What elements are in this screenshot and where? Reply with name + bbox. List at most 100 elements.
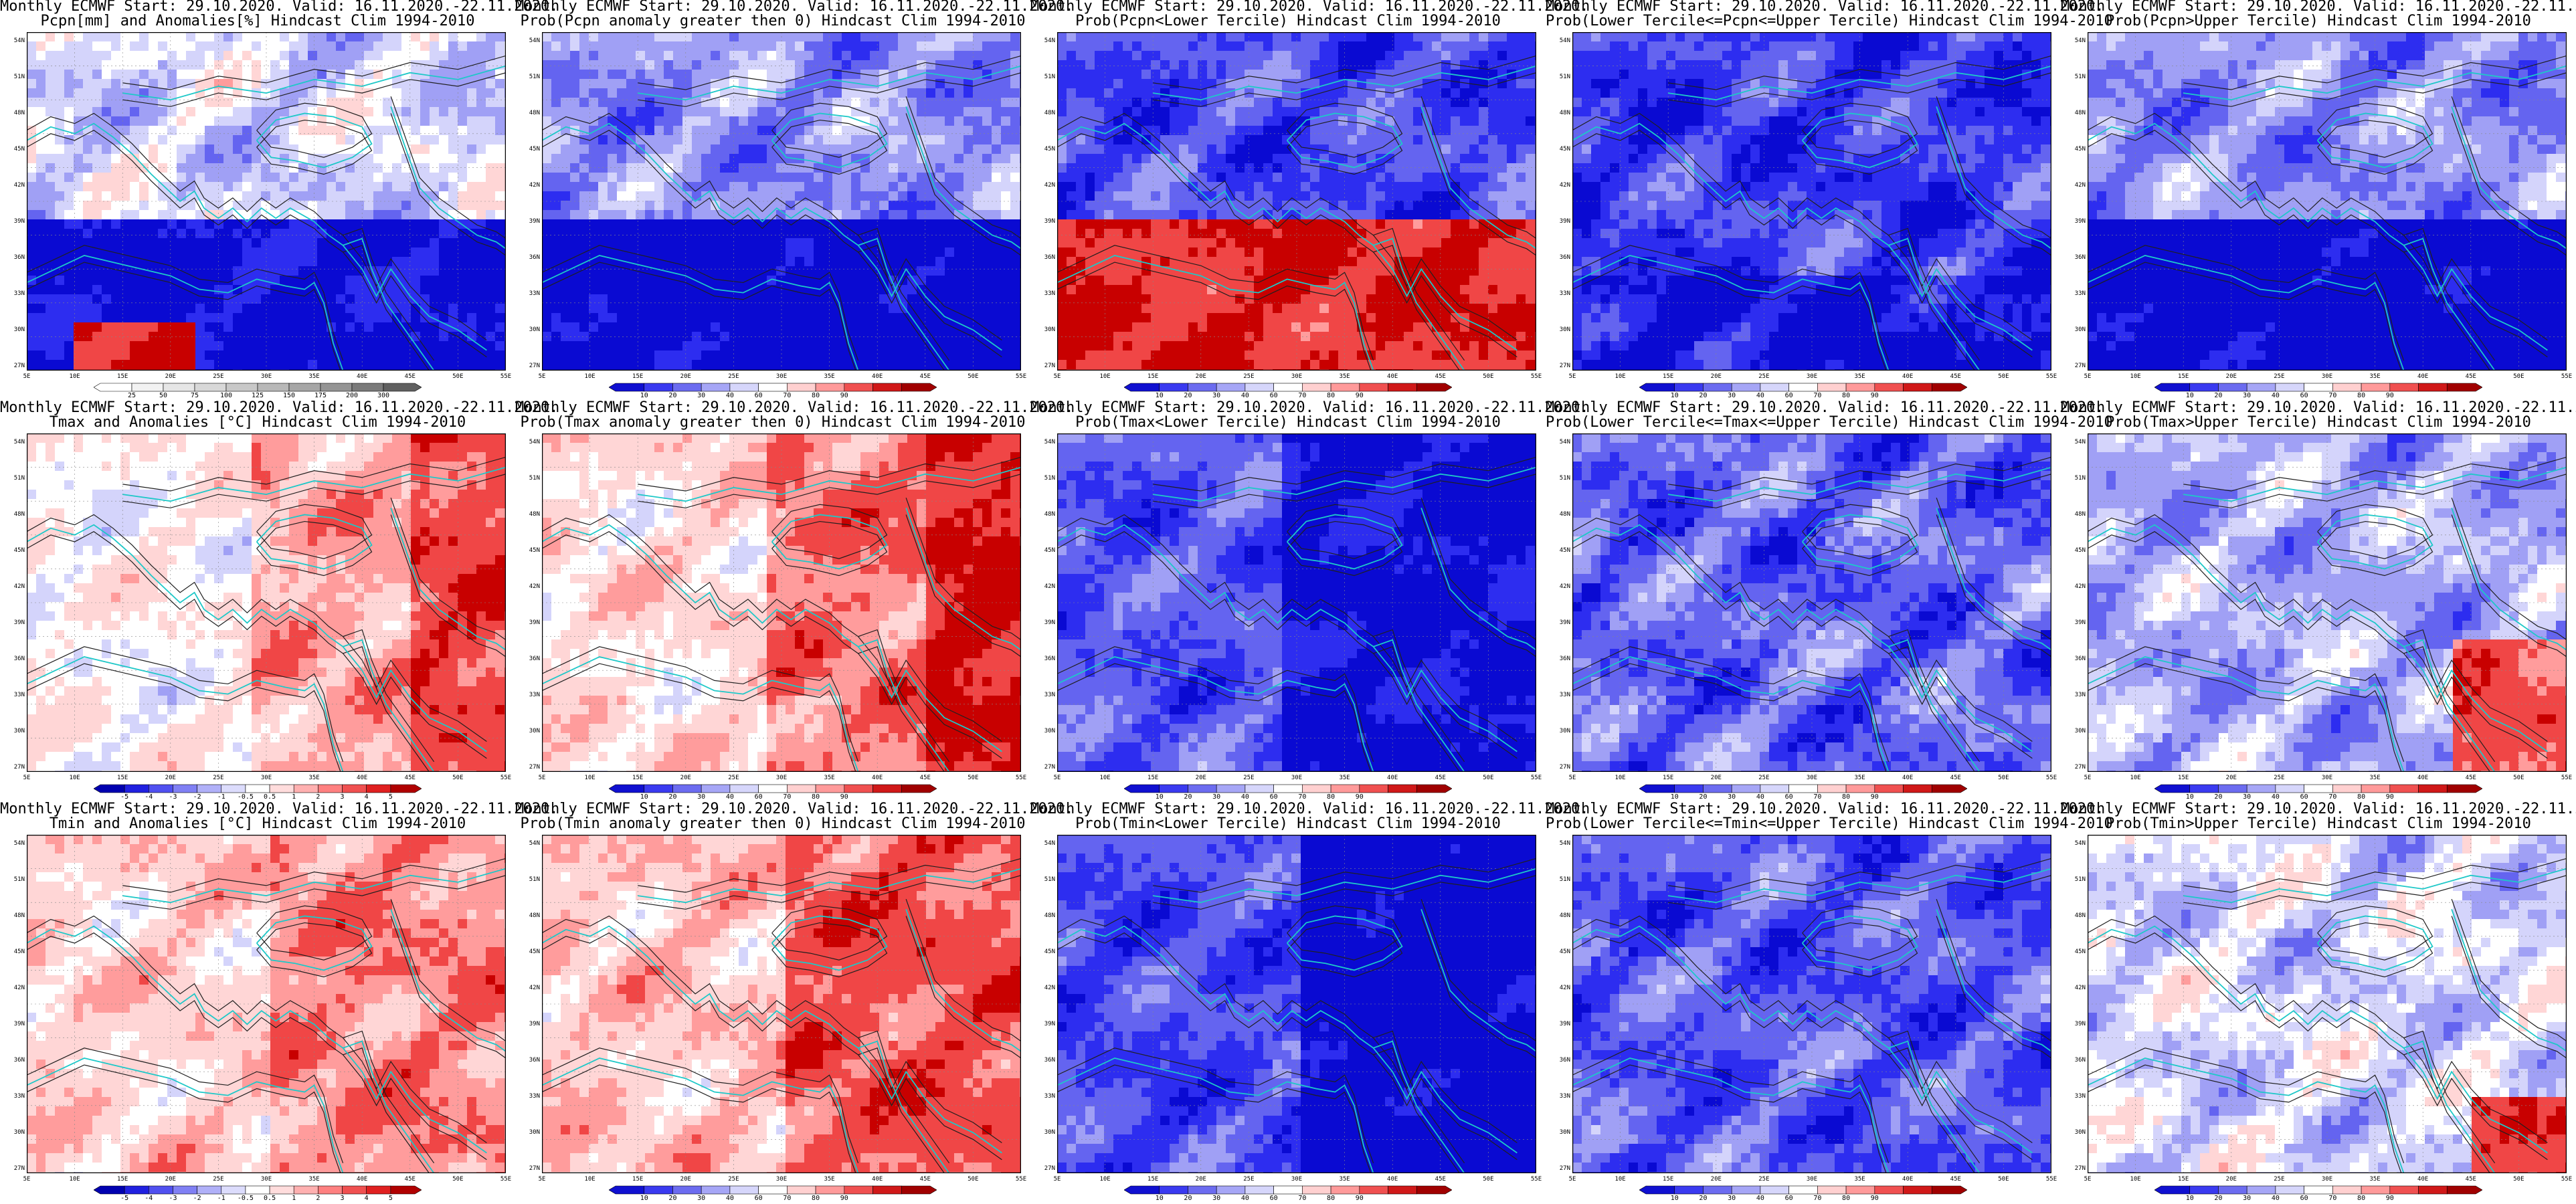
field-cell [83,144,93,155]
field-cell [177,182,187,192]
field-cell [851,154,861,164]
field-cell [317,322,327,332]
field-cell [767,154,777,164]
field-cell [992,144,1002,155]
field-cell [720,294,730,304]
field-cell [729,229,739,239]
field-cell [1067,144,1077,155]
field-cell [336,51,346,61]
field-cell [336,201,346,211]
field-cell [373,247,383,258]
field-cell [83,107,93,117]
field-cell [1348,41,1358,52]
field-cell [889,201,899,211]
field-cell [1385,126,1395,136]
field-cell [804,266,814,276]
field-cell [83,285,93,295]
field-cell [130,154,140,164]
field-cell [982,247,992,258]
field-cell [45,247,56,258]
field-cell [1141,173,1152,183]
field-cell [654,191,664,201]
colorbar-label: 70 [777,392,797,399]
field-cell [1404,182,1414,192]
field-cell [261,116,271,126]
field-cell [45,210,56,220]
field-cell [542,144,552,155]
field-cell [692,182,702,192]
field-cell [1273,116,1283,126]
field-cell [1057,182,1067,192]
field-cell [767,201,777,211]
field-cell [739,107,749,117]
field-cell [1441,88,1451,98]
field-cell [195,107,205,117]
field-cell [645,341,655,351]
panel-title-line2: Prob(Pcpn anomaly greater then 0) Hindca… [515,13,1030,29]
field-cell [608,163,618,173]
field-cell [654,247,664,258]
lat-label: 45N [520,146,540,153]
field-cell [486,135,496,145]
field-cell [579,60,589,70]
field-cell [851,304,861,314]
field-cell [55,60,65,70]
field-cell [579,285,589,295]
field-cell [64,163,74,173]
field-cell [186,60,196,70]
field-cell [711,219,721,229]
contour-line [27,130,430,371]
field-cell [1263,173,1273,183]
field-cell [1441,116,1451,126]
field-cell [1235,201,1245,211]
field-cell [1273,154,1283,164]
field-cell [1366,51,1376,61]
field-cell [879,116,889,126]
field-cell [1254,107,1264,117]
field-cell [289,163,299,173]
field-cell [111,191,121,201]
field-cell [748,210,758,220]
field-cell [1366,126,1376,136]
field-cell [45,332,56,342]
field-cell [804,304,814,314]
field-cell [636,98,646,108]
field-cell [1104,173,1114,183]
field-cell [598,266,608,276]
field-cell [467,144,477,155]
field-cell [786,247,796,258]
field-cell [842,285,852,295]
field-cell [1067,191,1077,201]
field-cell [298,154,308,164]
field-cell [317,163,327,173]
field-cell [720,350,730,361]
field-cell [223,191,234,201]
field-cell [289,182,299,192]
field-cell [476,257,486,267]
field-cell [870,210,880,220]
coastline [638,65,1021,101]
field-cell [242,182,252,192]
field-cell [982,210,992,220]
field-cell [1123,135,1133,145]
field-cell [907,107,917,117]
field-cell [926,332,936,342]
field-cell [1132,173,1142,183]
field-cell [355,191,365,201]
field-cell [55,360,65,370]
field-cell [214,229,224,239]
field-cell [711,79,721,89]
field-cell [336,41,346,52]
field-cell [963,276,974,286]
field-cell [1057,191,1067,201]
field-cell [1057,173,1067,183]
field-cell [27,173,37,183]
field-cell [589,98,599,108]
lat-label: 51N [520,74,540,80]
field-cell [373,238,383,248]
field-cell [430,341,440,351]
field-cell [1507,60,1517,70]
colorbar-label: 60 [749,392,769,399]
field-cell [36,51,46,61]
field-cell [1329,116,1339,126]
